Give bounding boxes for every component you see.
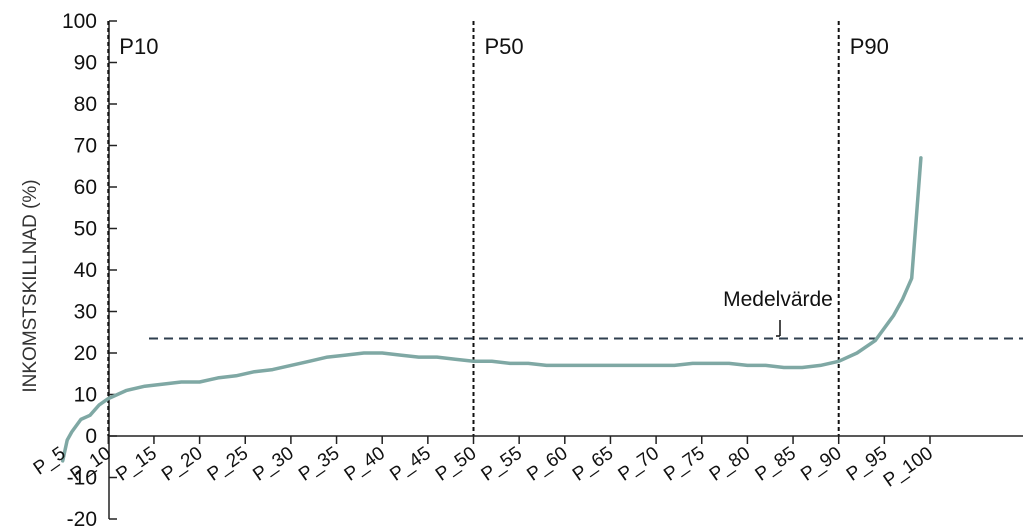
x-tick-label: P_65 [569, 443, 617, 486]
x-tick-marks [107, 436, 931, 444]
x-tick-label: P_90 [797, 443, 845, 486]
x-tick-label: P_5 [30, 443, 70, 480]
y-tick-label: 90 [74, 52, 97, 75]
y-tick-label: 40 [74, 259, 97, 282]
series-line-group [60, 156, 923, 463]
y-tick-label: 10 [74, 384, 97, 407]
x-tick-label: P_30 [249, 443, 297, 486]
y-tick-label: 80 [74, 93, 97, 116]
percentile-lines: P10 P50 P90 [107, 21, 889, 436]
x-tick-label: P_25 [204, 443, 252, 486]
y-tick-label: 100 [62, 10, 97, 33]
y-tick-label: -20 [67, 508, 97, 531]
x-tick-label: P_70 [615, 443, 663, 486]
x-tick-label: P_40 [341, 443, 389, 486]
y-tick-label: 50 [74, 218, 97, 241]
y-tick-label: 70 [74, 135, 97, 158]
x-tick-label: P_85 [752, 443, 800, 486]
percentile-label: P10 [119, 34, 158, 59]
x-tick-label: P_75 [660, 443, 708, 486]
x-tick-labels: P_5P_10P_15P_20P_25P_30P_35P_40P_45P_50P… [30, 443, 937, 492]
series-line [60, 156, 923, 463]
y-tick-label: 20 [74, 342, 97, 365]
x-tick-label: P_35 [295, 443, 343, 486]
x-tick-label: P_20 [158, 443, 206, 486]
percentile-label: P90 [850, 34, 889, 59]
x-tick-label: P_100 [880, 443, 937, 492]
x-tick-label: P_80 [706, 443, 754, 486]
x-tick-label: P_55 [478, 443, 526, 486]
y-axis-label: INKOMSTSKILLNAD (%) [20, 179, 41, 392]
x-tick-label: P_45 [386, 443, 434, 486]
y-tick-marks [109, 20, 117, 520]
x-tick-label: P_15 [112, 443, 160, 486]
y-tick-label: 60 [74, 176, 97, 199]
y-tick-label: 30 [74, 301, 97, 324]
y-tick-label: 0 [85, 425, 97, 448]
x-tick-label: P_50 [432, 443, 480, 486]
y-tick-label: -10 [67, 467, 97, 490]
mean-line-group: Medelvärde [149, 288, 1023, 340]
mean-label: Medelvärde [723, 288, 833, 311]
percentile-label: P50 [485, 34, 524, 59]
x-tick-label: P_60 [523, 443, 571, 486]
